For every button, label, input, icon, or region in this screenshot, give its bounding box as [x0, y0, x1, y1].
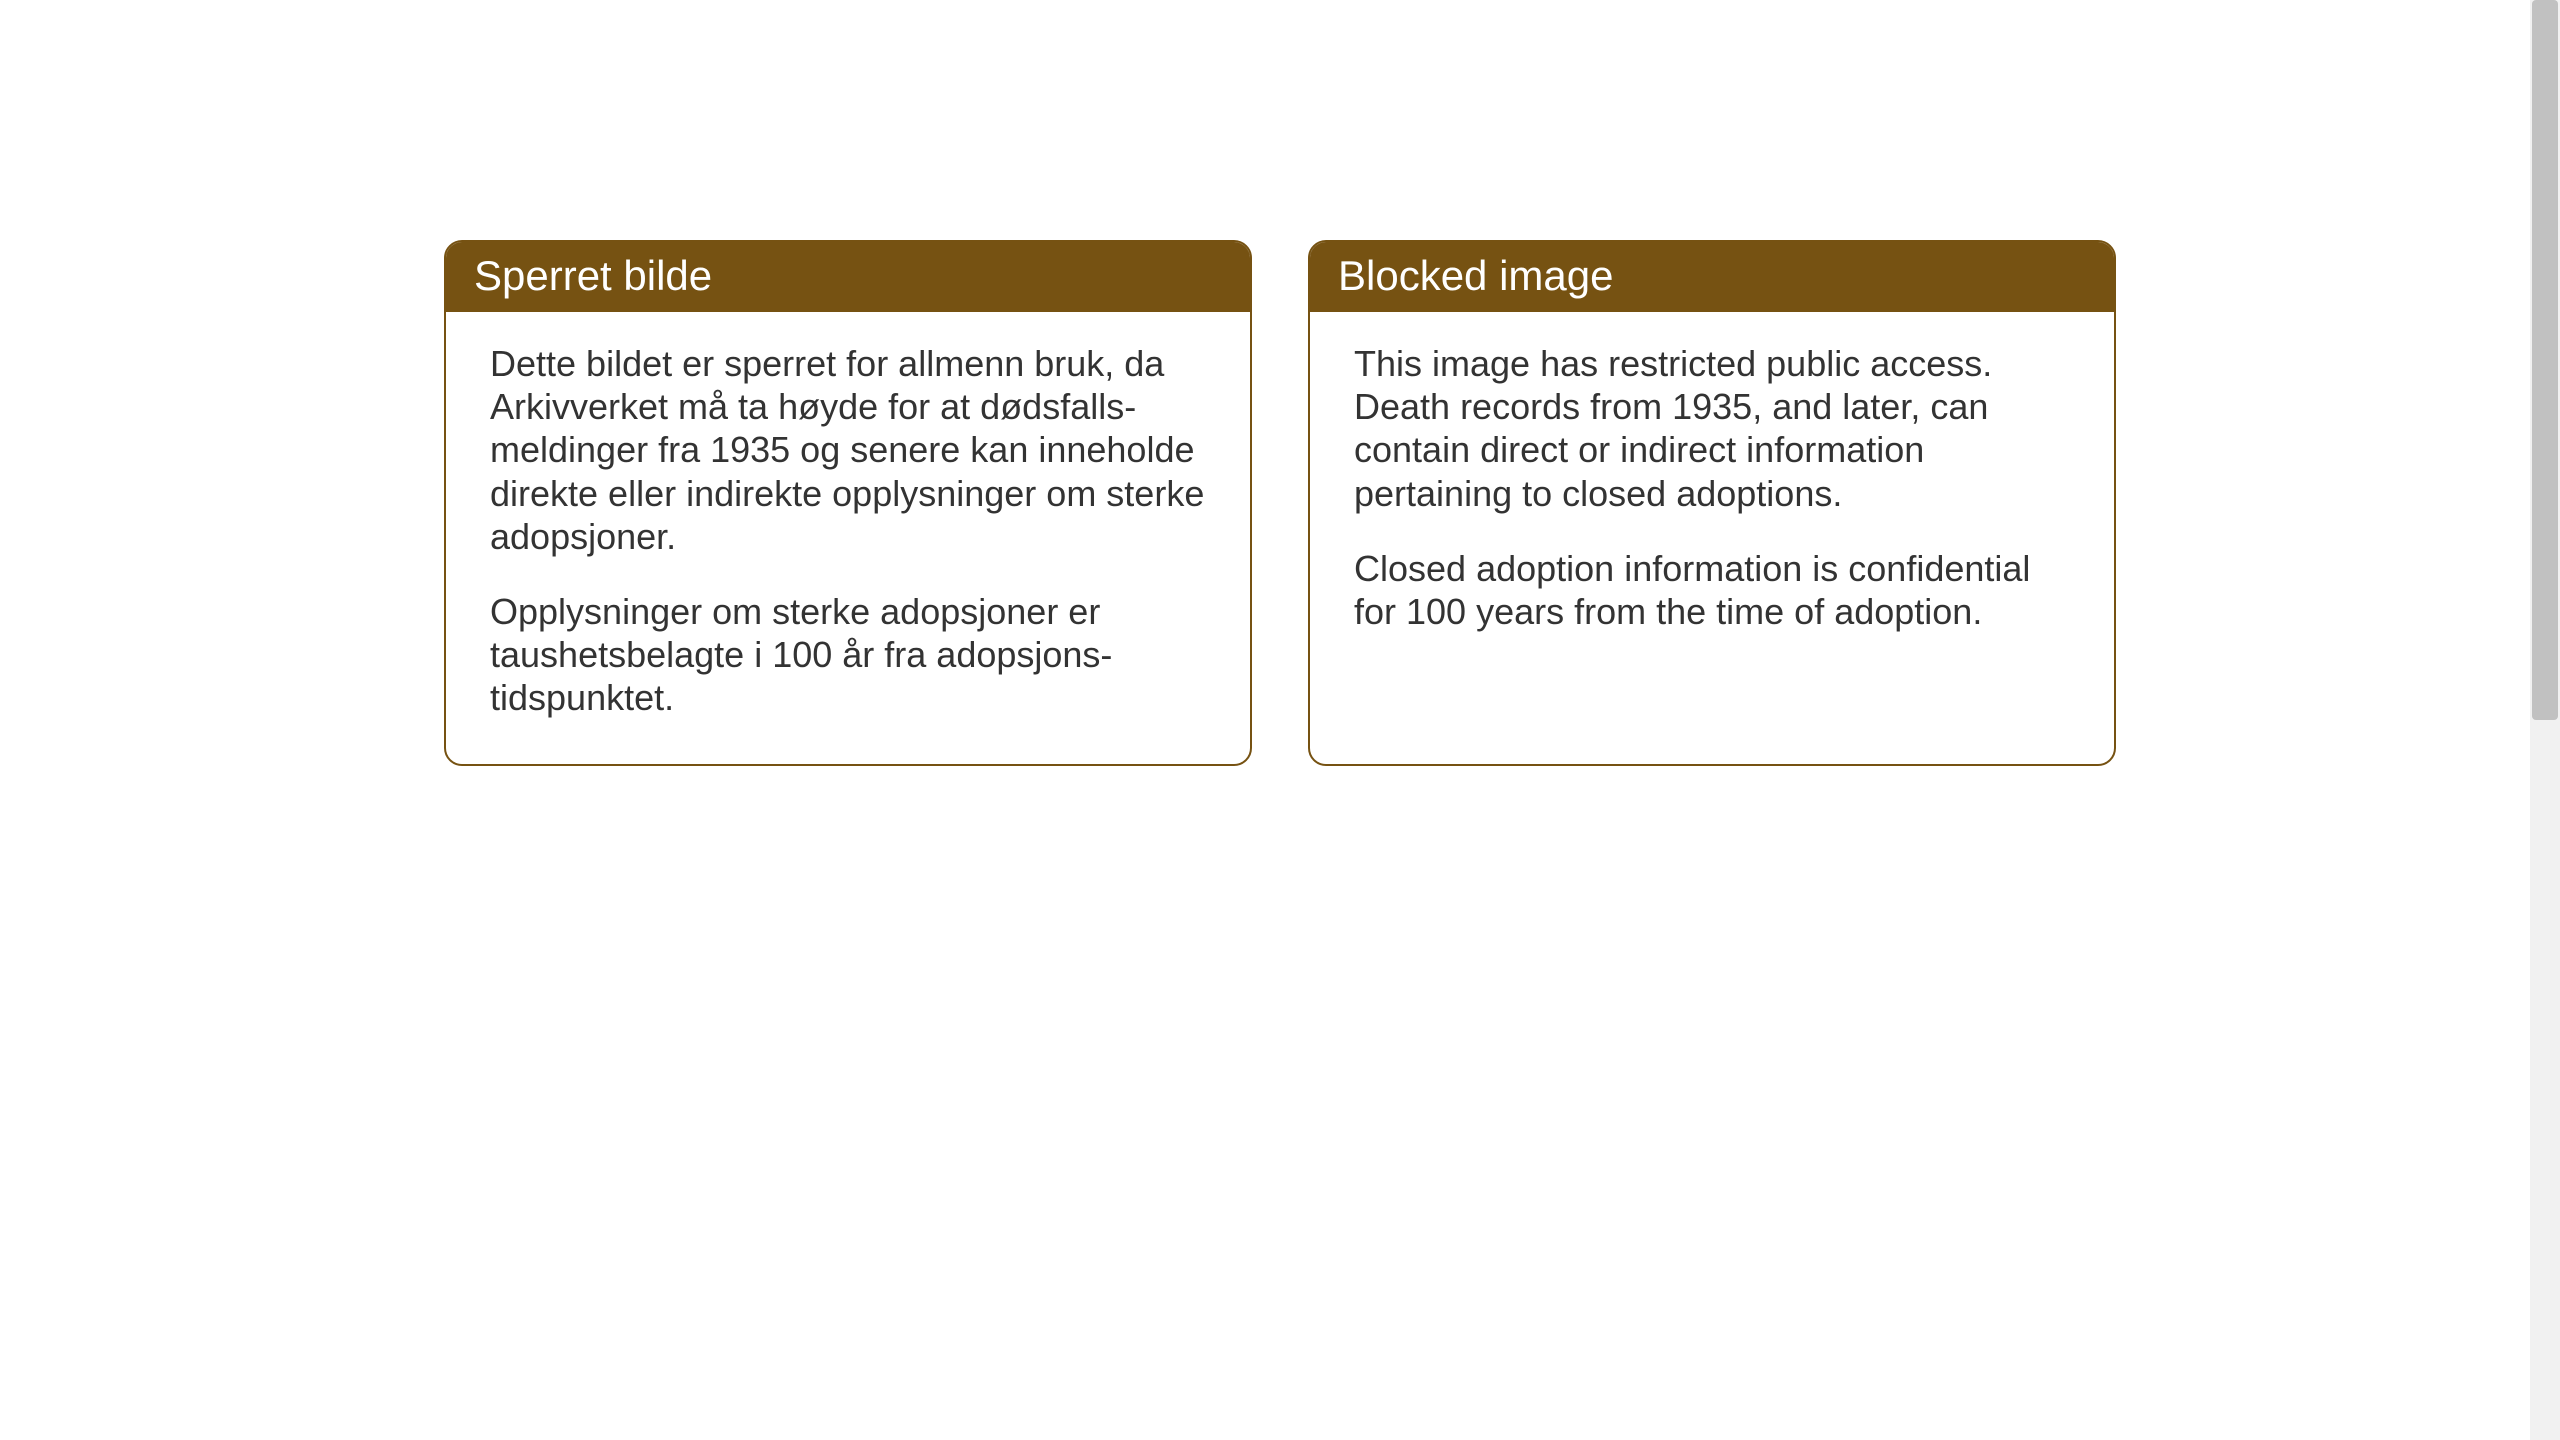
scrollbar-track[interactable]: [2530, 0, 2560, 1440]
norwegian-paragraph-1: Dette bildet er sperret for allmenn bruk…: [490, 342, 1206, 558]
card-english: Blocked image This image has restricted …: [1308, 240, 2116, 766]
card-header-english: Blocked image: [1310, 242, 2114, 312]
card-norwegian: Sperret bilde Dette bildet er sperret fo…: [444, 240, 1252, 766]
norwegian-paragraph-2: Opplysninger om sterke adopsjoner er tau…: [490, 590, 1206, 720]
english-paragraph-1: This image has restricted public access.…: [1354, 342, 2070, 515]
english-paragraph-2: Closed adoption information is confident…: [1354, 547, 2070, 633]
scrollbar-thumb[interactable]: [2532, 0, 2558, 720]
cards-container: Sperret bilde Dette bildet er sperret fo…: [444, 240, 2116, 766]
card-body-norwegian: Dette bildet er sperret for allmenn bruk…: [446, 312, 1250, 764]
card-body-english: This image has restricted public access.…: [1310, 312, 2114, 677]
card-header-norwegian: Sperret bilde: [446, 242, 1250, 312]
